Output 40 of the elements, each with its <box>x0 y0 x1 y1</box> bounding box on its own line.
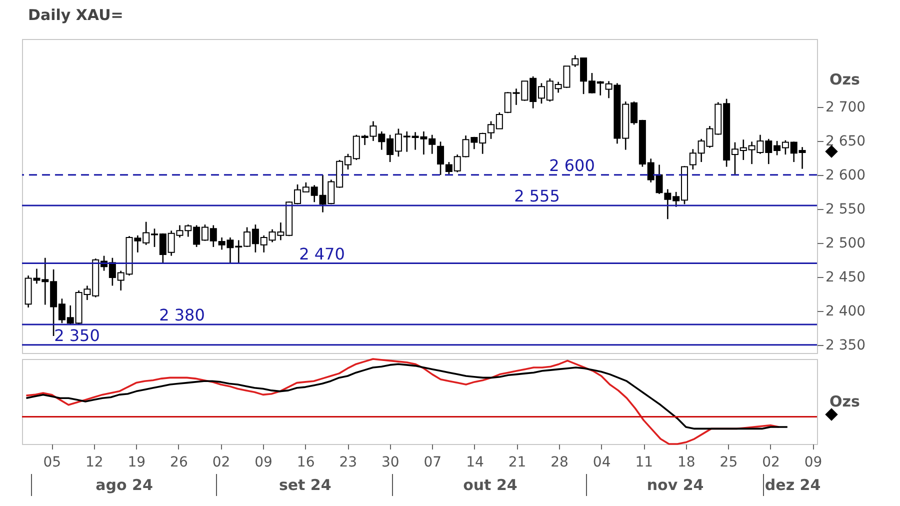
y-tick-label: 2 600 <box>826 167 866 184</box>
x-tick-label: 26 <box>170 454 188 470</box>
x-tick-label: 14 <box>466 454 484 470</box>
x-tick-label: 07 <box>424 454 442 470</box>
y-tick-label: 2 650 <box>826 133 866 150</box>
y-tick-label: 2 450 <box>826 269 866 286</box>
y-tick-label: 2 500 <box>826 235 866 252</box>
x-tick-label: 21 <box>508 454 526 470</box>
x-tick-label: 02 <box>212 454 230 470</box>
x-tick-label: 23 <box>339 454 358 470</box>
chart-title: Daily XAU= <box>28 6 124 24</box>
x-tick-label: 19 <box>128 454 146 470</box>
y-axis-title: Ozs <box>830 392 860 410</box>
x-tick-label: 12 <box>85 454 104 470</box>
text: dez 24 <box>762 474 822 496</box>
x-tick-label: 02 <box>762 454 780 470</box>
x-tick-label: 16 <box>296 454 315 470</box>
text: out 24 <box>392 474 587 496</box>
y-axis-title: Ozs <box>830 70 860 88</box>
x-tick-label: 04 <box>592 454 611 470</box>
x-tick-label: 18 <box>677 454 696 470</box>
y-tick-label: 2 700 <box>826 99 866 116</box>
x-tick-label: 30 <box>381 454 400 470</box>
text: set 24 <box>216 474 394 496</box>
x-tick-label: 05 <box>43 454 62 470</box>
x-tick-label: 28 <box>550 454 568 470</box>
ref-line-label: 2 600 <box>549 156 595 175</box>
text: nov 24 <box>586 474 764 496</box>
text: ago 24 <box>30 474 217 496</box>
ref-line-label: 2 350 <box>54 326 100 345</box>
x-tick-label: 09 <box>804 454 822 470</box>
y-tick-label: 2 550 <box>826 201 866 218</box>
ref-line-label: 2 380 <box>159 305 205 324</box>
y-tick-label: 2 400 <box>826 303 866 320</box>
x-tick-label: 25 <box>720 454 738 470</box>
ref-line-label: 2 555 <box>514 186 560 206</box>
x-tick-label: 09 <box>254 454 272 470</box>
ref-line-label: 2 470 <box>299 244 345 264</box>
y-tick-label: 2 350 <box>826 337 866 354</box>
x-tick-label: 11 <box>635 454 654 470</box>
